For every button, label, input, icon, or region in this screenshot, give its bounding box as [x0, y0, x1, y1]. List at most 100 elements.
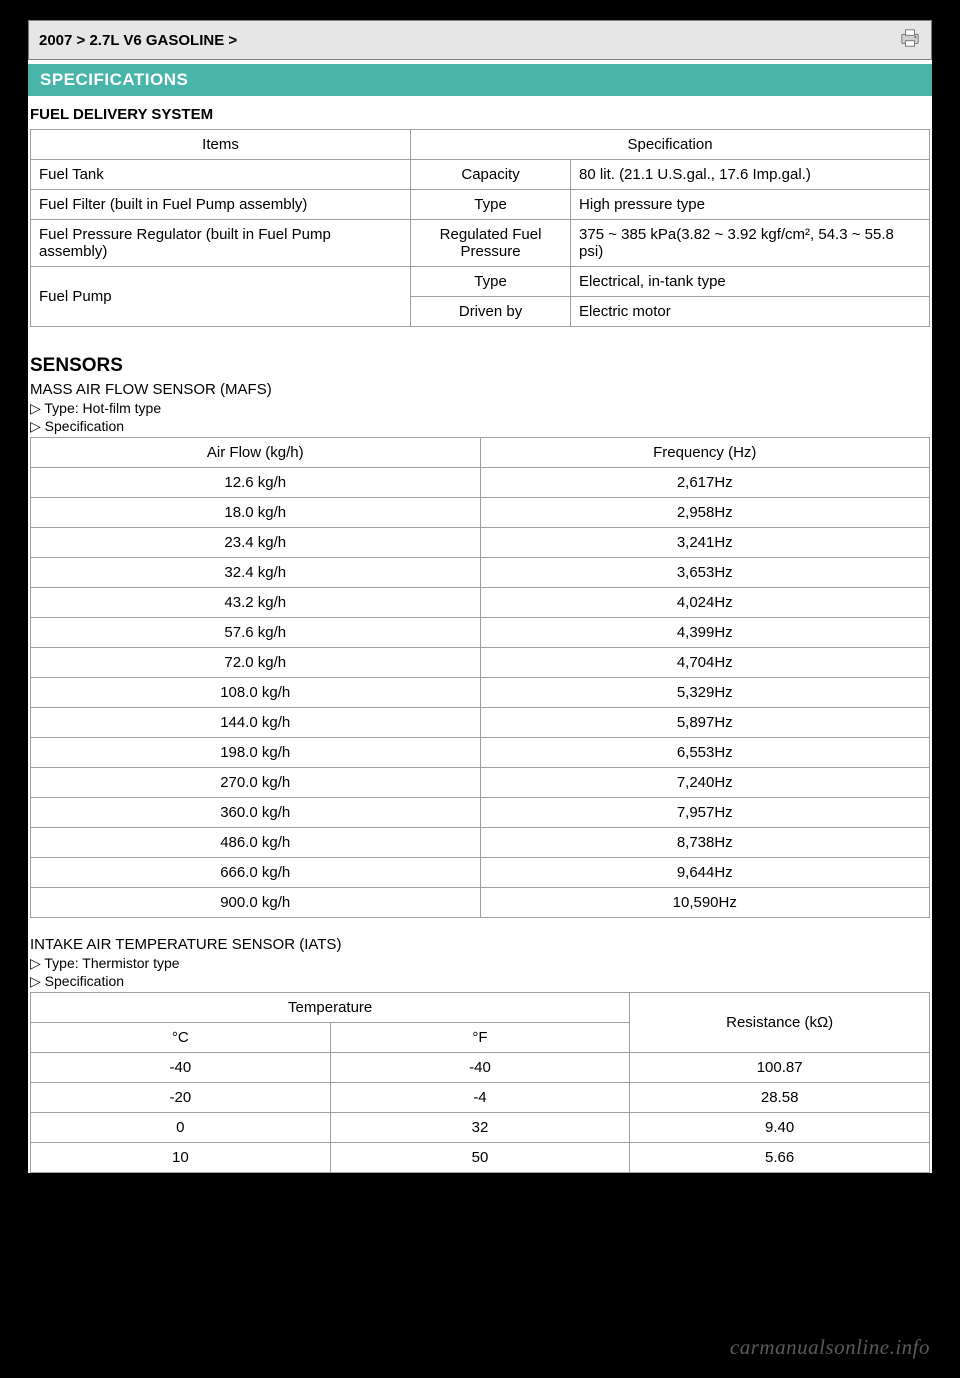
item-cell: Fuel Filter (built in Fuel Pump assembly… [31, 190, 411, 220]
table-row: 32.4 kg/h3,653Hz [31, 558, 930, 588]
param-cell: Type [411, 267, 571, 297]
mafs-table: Air Flow (kg/h) Frequency (Hz) 12.6 kg/h… [30, 437, 930, 918]
breadcrumb-text: 2007 > 2.7L V6 GASOLINE > [39, 32, 237, 49]
table-row: Fuel Pressure Regulator (built in Fuel P… [31, 220, 930, 267]
temp-f-cell: -4 [330, 1083, 630, 1113]
value-cell: 80 lit. (21.1 U.S.gal., 17.6 Imp.gal.) [571, 160, 930, 190]
freq-cell: 4,399Hz [480, 618, 930, 648]
mafs-type: ▷ Type: Hot-film type [30, 400, 930, 417]
airflow-cell: 57.6 kg/h [31, 618, 481, 648]
table-row: 666.0 kg/h9,644Hz [31, 858, 930, 888]
temp-f-cell: -40 [330, 1053, 630, 1083]
resistance-cell: 9.40 [630, 1113, 930, 1143]
temp-c-cell: 10 [31, 1143, 331, 1173]
freq-cell: 3,241Hz [480, 528, 930, 558]
airflow-cell: 43.2 kg/h [31, 588, 481, 618]
param-cell: Capacity [411, 160, 571, 190]
airflow-cell: 32.4 kg/h [31, 558, 481, 588]
item-cell: Fuel Pressure Regulator (built in Fuel P… [31, 220, 411, 267]
col-items: Items [31, 130, 411, 160]
table-row: 198.0 kg/h6,553Hz [31, 738, 930, 768]
print-icon[interactable] [899, 28, 921, 52]
airflow-cell: 108.0 kg/h [31, 678, 481, 708]
value-cell: High pressure type [571, 190, 930, 220]
airflow-cell: 900.0 kg/h [31, 888, 481, 918]
table-header-row: Temperature Resistance (kΩ) [31, 993, 930, 1023]
fuel-delivery-table: Items Specification Fuel Tank Capacity 8… [30, 129, 930, 327]
mafs-spec-label: ▷ Specification [30, 418, 930, 435]
freq-cell: 9,644Hz [480, 858, 930, 888]
freq-cell: 2,958Hz [480, 498, 930, 528]
iats-type: ▷ Type: Thermistor type [30, 955, 930, 972]
value-cell: Electric motor [571, 297, 930, 327]
airflow-cell: 12.6 kg/h [31, 468, 481, 498]
table-row: 12.6 kg/h2,617Hz [31, 468, 930, 498]
table-row: Fuel Pump Type Electrical, in-tank type [31, 267, 930, 297]
mafs-title: MASS AIR FLOW SENSOR (MAFS) [30, 381, 930, 398]
table-row: 486.0 kg/h8,738Hz [31, 828, 930, 858]
airflow-cell: 72.0 kg/h [31, 648, 481, 678]
param-cell: Regulated Fuel Pressure [411, 220, 571, 267]
col-temp: Temperature [31, 993, 630, 1023]
freq-cell: 6,553Hz [480, 738, 930, 768]
airflow-cell: 18.0 kg/h [31, 498, 481, 528]
freq-cell: 4,704Hz [480, 648, 930, 678]
resistance-cell: 5.66 [630, 1143, 930, 1173]
table-row: -40-40100.87 [31, 1053, 930, 1083]
col-c: °C [31, 1023, 331, 1053]
table-header-row: Items Specification [31, 130, 930, 160]
freq-cell: 7,957Hz [480, 798, 930, 828]
resistance-cell: 28.58 [630, 1083, 930, 1113]
section-title: SPECIFICATIONS [28, 64, 932, 96]
value-cell: Electrical, in-tank type [571, 267, 930, 297]
table-row: 108.0 kg/h5,329Hz [31, 678, 930, 708]
temp-c-cell: 0 [31, 1113, 331, 1143]
airflow-cell: 198.0 kg/h [31, 738, 481, 768]
freq-cell: 7,240Hz [480, 768, 930, 798]
table-row: 360.0 kg/h7,957Hz [31, 798, 930, 828]
item-cell: Fuel Pump [31, 267, 411, 327]
iats-title: INTAKE AIR TEMPERATURE SENSOR (IATS) [30, 936, 930, 953]
col-spec: Specification [411, 130, 930, 160]
document-page: 2007 > 2.7L V6 GASOLINE > SPECIFICATIONS… [28, 20, 932, 1173]
table-row: 18.0 kg/h2,958Hz [31, 498, 930, 528]
temp-f-cell: 50 [330, 1143, 630, 1173]
table-row: 23.4 kg/h3,241Hz [31, 528, 930, 558]
col-f: °F [330, 1023, 630, 1053]
freq-cell: 4,024Hz [480, 588, 930, 618]
item-cell: Fuel Tank [31, 160, 411, 190]
airflow-cell: 360.0 kg/h [31, 798, 481, 828]
col-freq: Frequency (Hz) [480, 438, 930, 468]
temp-c-cell: -20 [31, 1083, 331, 1113]
airflow-cell: 270.0 kg/h [31, 768, 481, 798]
airflow-cell: 666.0 kg/h [31, 858, 481, 888]
value-cell: 375 ~ 385 kPa(3.82 ~ 3.92 kgf/cm², 54.3 … [571, 220, 930, 267]
iats-table: Temperature Resistance (kΩ) °C °F -40-40… [30, 992, 930, 1173]
freq-cell: 8,738Hz [480, 828, 930, 858]
table-row: 72.0 kg/h4,704Hz [31, 648, 930, 678]
iats-spec-label: ▷ Specification [30, 973, 930, 990]
freq-cell: 5,897Hz [480, 708, 930, 738]
freq-cell: 5,329Hz [480, 678, 930, 708]
breadcrumb-bar: 2007 > 2.7L V6 GASOLINE > [28, 20, 932, 60]
table-header-row: Air Flow (kg/h) Frequency (Hz) [31, 438, 930, 468]
freq-cell: 10,590Hz [480, 888, 930, 918]
temp-f-cell: 32 [330, 1113, 630, 1143]
param-cell: Driven by [411, 297, 571, 327]
freq-cell: 2,617Hz [480, 468, 930, 498]
col-res: Resistance (kΩ) [630, 993, 930, 1053]
airflow-cell: 144.0 kg/h [31, 708, 481, 738]
table-row: 0329.40 [31, 1113, 930, 1143]
table-row: Fuel Tank Capacity 80 lit. (21.1 U.S.gal… [31, 160, 930, 190]
table-row: Fuel Filter (built in Fuel Pump assembly… [31, 190, 930, 220]
temp-c-cell: -40 [31, 1053, 331, 1083]
resistance-cell: 100.87 [630, 1053, 930, 1083]
sensors-heading: SENSORS [30, 355, 930, 377]
table-row: 43.2 kg/h4,024Hz [31, 588, 930, 618]
table-row: -20-428.58 [31, 1083, 930, 1113]
airflow-cell: 23.4 kg/h [31, 528, 481, 558]
table-row: 57.6 kg/h4,399Hz [31, 618, 930, 648]
content-area: FUEL DELIVERY SYSTEM Items Specification… [28, 96, 932, 1173]
fuel-delivery-heading: FUEL DELIVERY SYSTEM [30, 106, 930, 123]
freq-cell: 3,653Hz [480, 558, 930, 588]
